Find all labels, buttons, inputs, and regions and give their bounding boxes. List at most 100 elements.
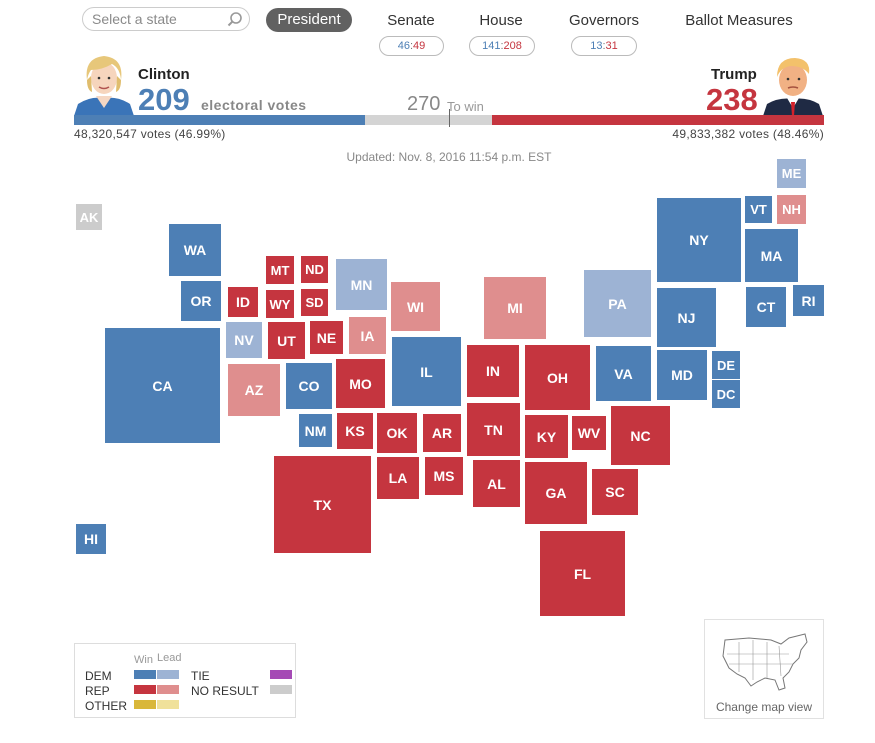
state-search[interactable] — [82, 7, 250, 31]
state-tile-sd[interactable]: SD — [301, 289, 328, 316]
state-tile-mn[interactable]: MN — [336, 259, 387, 310]
search-input[interactable] — [92, 11, 217, 27]
search-icon[interactable] — [226, 11, 244, 29]
state-tile-tn[interactable]: TN — [467, 403, 520, 456]
clinton-portrait — [74, 56, 134, 116]
governors-count[interactable]: 13:31 — [571, 36, 637, 56]
rep-ev-bar — [492, 115, 824, 125]
map-legend: Win Lead DEM REP OTHER TIE NO RESULT — [74, 643, 296, 718]
trump-name: Trump — [711, 66, 757, 83]
trump-popular-vote: 49,833,382 votes (48.46%) — [672, 127, 824, 141]
us-map-thumbnail-icon — [722, 633, 808, 691]
state-tile-nv[interactable]: NV — [226, 322, 262, 358]
governors-separator: : — [602, 40, 606, 52]
tab-governors[interactable]: Governors — [568, 12, 640, 29]
change-map-view-button[interactable]: Change map view — [704, 619, 824, 719]
senate-rep-seats: 49 — [413, 40, 426, 52]
change-map-view-label: Change map view — [715, 700, 813, 714]
state-tile-ia[interactable]: IA — [349, 317, 386, 354]
state-tile-fl[interactable]: FL — [540, 531, 625, 616]
state-tile-ca[interactable]: CA — [105, 328, 220, 443]
clinton-popular-vote: 48,320,547 votes (46.99%) — [74, 127, 226, 141]
senate-seat-count[interactable]: 46:49 — [379, 36, 444, 56]
tab-house[interactable]: House — [479, 12, 523, 29]
state-tile-nj[interactable]: NJ — [657, 288, 716, 347]
state-tile-oh[interactable]: OH — [525, 345, 590, 410]
state-tile-ms[interactable]: MS — [425, 457, 463, 495]
state-tile-vt[interactable]: VT — [745, 196, 772, 223]
state-tile-nc[interactable]: NC — [611, 406, 670, 465]
legend-dem-lead-swatch — [157, 670, 179, 679]
state-tile-wv[interactable]: WV — [572, 416, 606, 450]
governors-dem: 13 — [590, 40, 603, 52]
threshold-marker — [449, 109, 450, 127]
tab-ballot-measures[interactable]: Ballot Measures — [685, 12, 793, 29]
house-seat-count[interactable]: 141:208 — [469, 36, 535, 56]
state-tile-ny[interactable]: NY — [657, 198, 741, 282]
state-tile-wa[interactable]: WA — [169, 224, 221, 276]
clinton-electoral-votes: 209 — [138, 82, 190, 117]
state-tile-co[interactable]: CO — [286, 363, 332, 409]
governors-rep: 31 — [605, 40, 618, 52]
state-tile-ri[interactable]: RI — [793, 285, 824, 316]
state-tile-md[interactable]: MD — [657, 350, 707, 400]
state-tile-ut[interactable]: UT — [268, 322, 305, 359]
state-tile-hi[interactable]: HI — [76, 524, 106, 554]
state-tile-tx[interactable]: TX — [274, 456, 371, 553]
house-dem-seats: 141 — [482, 40, 501, 52]
state-tile-va[interactable]: VA — [596, 346, 651, 401]
house-separator: : — [500, 40, 504, 52]
house-rep-seats: 208 — [503, 40, 522, 52]
state-tile-mi[interactable]: MI — [484, 277, 546, 339]
state-tile-mo[interactable]: MO — [336, 359, 385, 408]
clinton-name: Clinton — [138, 66, 190, 83]
state-tile-al[interactable]: AL — [473, 460, 520, 507]
legend-lead-header: Lead — [157, 652, 182, 664]
state-tile-ky[interactable]: KY — [525, 415, 568, 458]
state-tile-nm[interactable]: NM — [299, 414, 332, 447]
state-tile-ar[interactable]: AR — [423, 414, 461, 452]
state-tile-id[interactable]: ID — [228, 287, 258, 317]
state-tile-sc[interactable]: SC — [592, 469, 638, 515]
state-tile-mt[interactable]: MT — [266, 256, 294, 284]
dem-ev-bar — [74, 115, 366, 125]
to-win-label: To win — [447, 99, 484, 114]
state-tile-me[interactable]: ME — [777, 159, 806, 188]
state-tile-az[interactable]: AZ — [228, 364, 280, 416]
state-tile-la[interactable]: LA — [377, 457, 419, 499]
trump-electoral-votes: 238 — [706, 82, 758, 117]
senate-dem-seats: 46 — [397, 40, 410, 52]
state-tile-il[interactable]: IL — [392, 337, 461, 406]
state-tile-ks[interactable]: KS — [337, 413, 373, 449]
state-tile-ct[interactable]: CT — [746, 287, 786, 327]
state-tile-pa[interactable]: PA — [584, 270, 651, 337]
legend-other-label: OTHER — [85, 699, 127, 713]
electoral-vote-bar — [74, 109, 824, 127]
legend-dem-win-swatch — [134, 670, 156, 679]
tab-senate[interactable]: Senate — [387, 12, 435, 29]
legend-tie-swatch — [270, 670, 292, 679]
state-tile-nh[interactable]: NH — [777, 195, 806, 224]
state-tile-ak[interactable]: AK — [76, 204, 102, 230]
state-tile-wi[interactable]: WI — [391, 282, 440, 331]
state-tile-dc[interactable]: DC — [712, 380, 740, 408]
legend-rep-lead-swatch — [157, 685, 179, 694]
legend-dem-label: DEM — [85, 669, 112, 683]
tab-president[interactable]: President — [266, 8, 352, 32]
state-tile-de[interactable]: DE — [712, 351, 740, 379]
legend-other-lead-swatch — [157, 700, 179, 709]
legend-rep-label: REP — [85, 684, 110, 698]
senate-separator: : — [409, 40, 414, 52]
state-tile-ma[interactable]: MA — [745, 229, 798, 282]
state-tile-or[interactable]: OR — [181, 281, 221, 321]
state-tile-ok[interactable]: OK — [377, 413, 417, 453]
trump-portrait — [763, 58, 823, 116]
legend-win-header: Win — [134, 654, 153, 666]
state-tile-ga[interactable]: GA — [525, 462, 587, 524]
state-tile-wy[interactable]: WY — [266, 290, 294, 318]
state-tile-nd[interactable]: ND — [301, 256, 328, 283]
state-tile-ne[interactable]: NE — [310, 321, 343, 354]
updated-timestamp: Updated: Nov. 8, 2016 11:54 p.m. EST — [346, 150, 552, 164]
state-tile-in[interactable]: IN — [467, 345, 519, 397]
